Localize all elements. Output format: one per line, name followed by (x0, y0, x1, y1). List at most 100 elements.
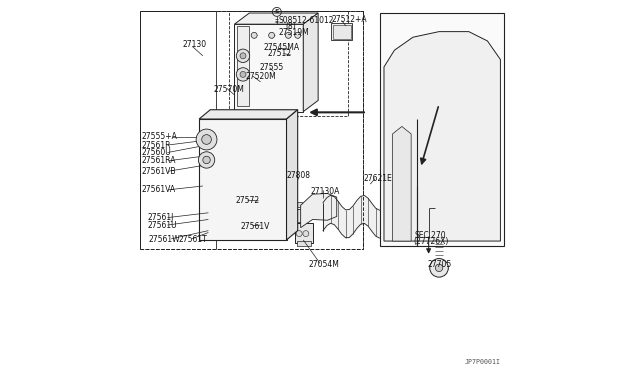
Circle shape (294, 32, 301, 38)
Text: 27130A: 27130A (310, 187, 340, 196)
Bar (331, 23, 351, 40)
Bar (271, 149, 278, 153)
Bar (412, 99, 415, 112)
Bar (214, 202, 271, 208)
Polygon shape (199, 110, 298, 119)
Bar (412, 45, 420, 64)
Text: 27561U: 27561U (147, 221, 177, 230)
Text: 27570M: 27570M (213, 85, 244, 94)
Bar (259, 215, 283, 236)
Bar (244, 158, 250, 162)
Bar (400, 41, 472, 67)
Text: 27561RA: 27561RA (141, 156, 176, 165)
Bar (294, 202, 302, 207)
Circle shape (285, 32, 291, 38)
Bar (454, 45, 462, 64)
Bar (214, 168, 271, 173)
Bar (435, 74, 441, 91)
Polygon shape (287, 110, 298, 240)
Bar (333, 25, 351, 39)
Bar (392, 123, 413, 193)
Bar (230, 140, 237, 144)
Polygon shape (303, 13, 318, 112)
Text: 27512: 27512 (268, 49, 292, 58)
Polygon shape (237, 26, 250, 106)
Bar (404, 99, 408, 112)
Circle shape (303, 231, 309, 237)
Bar (433, 45, 441, 64)
Text: 27512+A: 27512+A (331, 15, 367, 24)
Text: 27561R: 27561R (141, 141, 171, 150)
Text: SEC.270: SEC.270 (415, 231, 447, 240)
Bar (251, 30, 300, 100)
Text: JP7P0001I: JP7P0001I (465, 359, 500, 365)
Text: 27621E: 27621E (364, 174, 393, 183)
Polygon shape (199, 119, 287, 240)
Bar (216, 158, 223, 162)
Bar (402, 97, 460, 113)
Text: 27555+A: 27555+A (141, 132, 177, 141)
Bar (454, 99, 458, 112)
Bar (419, 99, 422, 112)
Bar (229, 11, 348, 116)
Text: 27561W: 27561W (149, 235, 180, 244)
Bar (274, 216, 280, 236)
Text: 27520M: 27520M (246, 72, 276, 81)
Bar (230, 149, 237, 153)
Bar (271, 167, 278, 171)
Text: 27705: 27705 (428, 260, 452, 269)
Text: S08512-61012: S08512-61012 (278, 16, 334, 25)
Polygon shape (234, 13, 318, 24)
Circle shape (203, 156, 211, 164)
Bar (258, 140, 264, 144)
Bar (243, 216, 248, 236)
Bar (214, 134, 271, 139)
Bar (394, 189, 412, 241)
Bar (294, 209, 303, 224)
Bar (403, 45, 410, 64)
Bar (278, 76, 284, 91)
Text: (8): (8) (285, 22, 296, 31)
Bar (454, 74, 461, 91)
Bar (271, 158, 278, 162)
Bar (244, 167, 250, 171)
Text: (27726X): (27726X) (413, 237, 449, 246)
Circle shape (240, 71, 246, 77)
Bar (422, 45, 430, 64)
Polygon shape (392, 126, 411, 241)
Bar (258, 158, 264, 162)
Bar (294, 222, 302, 227)
Text: 27572: 27572 (235, 196, 259, 205)
Bar (216, 149, 223, 153)
Text: 27561VB: 27561VB (141, 167, 176, 176)
Bar (447, 74, 453, 91)
Bar (258, 167, 264, 171)
Circle shape (202, 135, 211, 144)
Polygon shape (234, 24, 303, 112)
Polygon shape (301, 193, 337, 228)
Circle shape (429, 259, 449, 277)
Bar (426, 99, 429, 112)
Bar (230, 158, 237, 162)
Bar (232, 216, 238, 236)
Bar (264, 76, 271, 91)
Bar (271, 140, 278, 144)
Bar (433, 99, 436, 112)
Bar (244, 140, 250, 144)
Bar (221, 216, 227, 236)
Bar (465, 45, 472, 64)
Circle shape (236, 49, 250, 62)
Bar (413, 74, 420, 91)
Bar (140, 11, 363, 249)
Polygon shape (384, 32, 500, 241)
Bar (297, 241, 311, 246)
Bar (216, 167, 223, 171)
Polygon shape (380, 13, 504, 246)
Bar (214, 185, 271, 190)
Text: 27561J: 27561J (147, 213, 173, 222)
Text: 27561T: 27561T (179, 235, 207, 244)
Text: S: S (275, 9, 279, 15)
Circle shape (240, 53, 246, 59)
Circle shape (435, 264, 443, 272)
Bar (214, 151, 271, 156)
